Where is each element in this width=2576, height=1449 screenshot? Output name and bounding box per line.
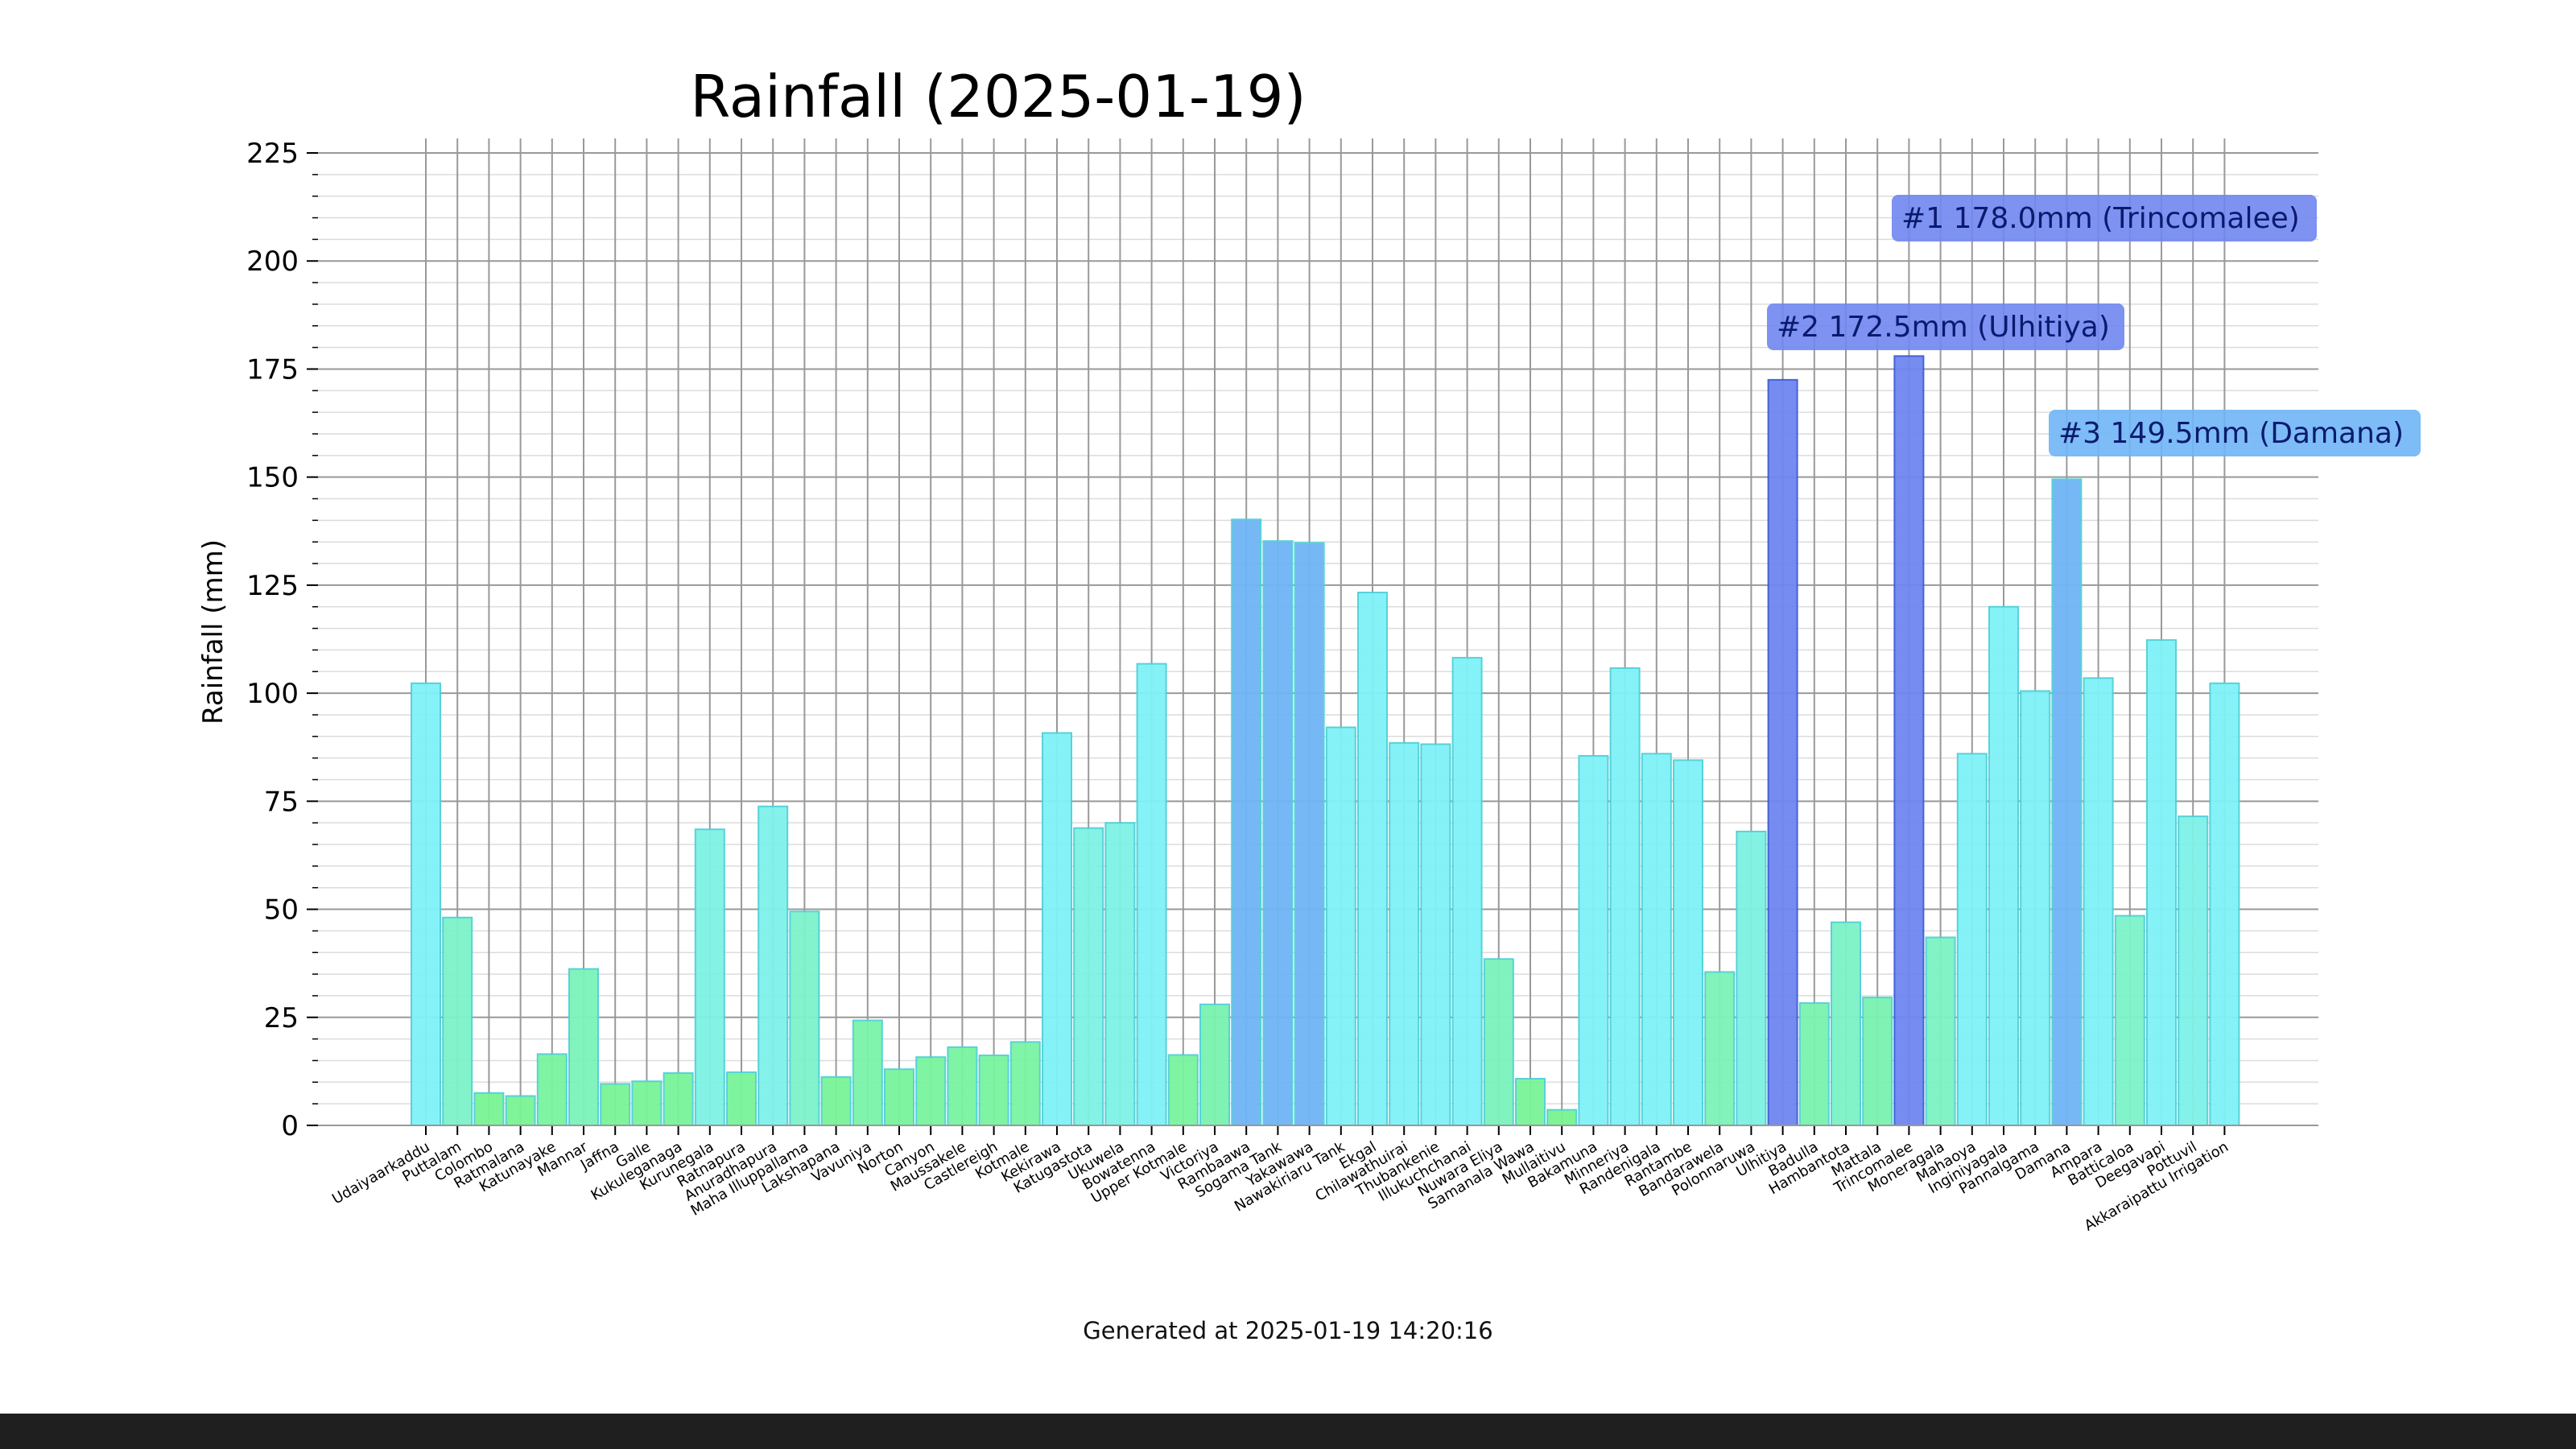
annotation-text: #2 172.5mm (Ulhitiya) bbox=[1777, 311, 2110, 344]
bar bbox=[1767, 378, 1798, 1127]
bar bbox=[1736, 830, 1767, 1126]
bar bbox=[411, 682, 441, 1126]
bar bbox=[1578, 754, 1609, 1127]
bar bbox=[852, 1019, 883, 1127]
bar bbox=[1294, 542, 1325, 1126]
bar bbox=[1389, 741, 1420, 1126]
annotation-label: #2 172.5mm (Ulhitiya) bbox=[1767, 303, 2124, 350]
bar bbox=[1199, 1003, 1230, 1127]
bar bbox=[568, 968, 599, 1127]
bar bbox=[1831, 921, 1861, 1127]
bar bbox=[2209, 682, 2240, 1126]
bar bbox=[1357, 592, 1388, 1126]
bar bbox=[2051, 478, 2083, 1126]
annotation-box bbox=[2049, 410, 2421, 456]
y-tick-label: 200 bbox=[246, 246, 299, 278]
bar bbox=[1451, 657, 1483, 1126]
bar bbox=[1483, 958, 1514, 1126]
bar bbox=[1167, 1054, 1199, 1126]
bar bbox=[505, 1095, 536, 1127]
annotation-box bbox=[1767, 303, 2124, 350]
bar bbox=[884, 1068, 914, 1127]
y-tick-label: 50 bbox=[264, 894, 299, 927]
bar bbox=[2114, 914, 2145, 1126]
y-tick-label: 225 bbox=[246, 138, 299, 170]
annotation-label: #3 149.5mm (Damana) bbox=[2049, 410, 2421, 456]
y-tick-label: 0 bbox=[281, 1110, 299, 1142]
y-tick-label: 150 bbox=[246, 462, 299, 494]
bar bbox=[1862, 997, 1893, 1127]
bar bbox=[473, 1092, 505, 1126]
bar bbox=[2083, 677, 2114, 1126]
bar bbox=[1609, 667, 1641, 1126]
chart-title: Rainfall (2025-01-19) bbox=[690, 63, 1306, 130]
bar bbox=[758, 805, 789, 1126]
bar bbox=[1420, 743, 1451, 1126]
bar bbox=[978, 1055, 1009, 1127]
bar bbox=[1325, 726, 1356, 1126]
bar bbox=[789, 910, 820, 1126]
y-tick-label: 125 bbox=[246, 570, 299, 602]
bar bbox=[1073, 827, 1104, 1127]
bar bbox=[1042, 732, 1072, 1126]
y-axis-label: Rainfall (mm) bbox=[197, 539, 229, 724]
annotation-label: #1 178.0mm (Trincomalee) bbox=[1892, 195, 2317, 242]
bar bbox=[1009, 1041, 1041, 1127]
bar bbox=[1641, 753, 1672, 1127]
bar bbox=[1515, 1078, 1546, 1126]
bar bbox=[915, 1056, 947, 1126]
bar bbox=[726, 1071, 757, 1126]
bar bbox=[1546, 1108, 1578, 1126]
y-tick-label: 100 bbox=[246, 678, 299, 710]
y-tick-label: 25 bbox=[264, 1002, 299, 1034]
bar bbox=[536, 1053, 568, 1126]
y-tick-label: 75 bbox=[264, 786, 299, 818]
bar bbox=[1798, 1002, 1830, 1126]
y-tick-label: 175 bbox=[246, 353, 299, 386]
bar bbox=[1673, 759, 1703, 1127]
bar bbox=[1262, 540, 1294, 1126]
annotation-text: #1 178.0mm (Trincomalee) bbox=[1901, 202, 2300, 235]
annotation-box bbox=[1892, 195, 2317, 242]
bar bbox=[1956, 753, 1988, 1127]
bar bbox=[2020, 690, 2051, 1126]
bar bbox=[1704, 971, 1736, 1126]
bar bbox=[663, 1072, 694, 1127]
bar bbox=[1893, 355, 1925, 1126]
bar bbox=[947, 1046, 978, 1127]
bar bbox=[1925, 936, 1956, 1127]
bar bbox=[820, 1075, 852, 1126]
bar bbox=[2178, 815, 2209, 1126]
bar bbox=[1136, 663, 1167, 1126]
bar bbox=[1104, 822, 1136, 1127]
bottom-bar bbox=[0, 1414, 2576, 1449]
bar bbox=[631, 1080, 663, 1126]
bar bbox=[1988, 605, 2019, 1126]
bar bbox=[694, 828, 725, 1126]
bar bbox=[442, 916, 473, 1127]
bar bbox=[2146, 639, 2177, 1126]
annotation-text: #3 149.5mm (Damana) bbox=[2058, 417, 2404, 450]
bar bbox=[600, 1083, 631, 1126]
generated-timestamp: Generated at 2025-01-19 14:20:16 bbox=[1083, 1317, 1493, 1344]
bar bbox=[1231, 518, 1262, 1126]
